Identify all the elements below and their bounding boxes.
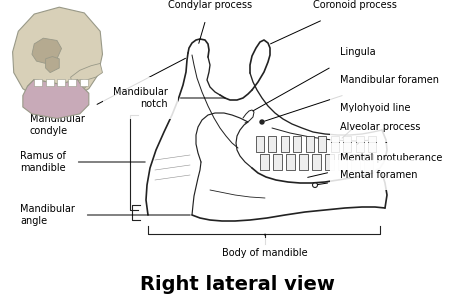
Circle shape	[260, 120, 264, 124]
Bar	[319, 136, 327, 152]
Text: Coronoid process: Coronoid process	[271, 0, 397, 44]
Text: Ramus of
mandible: Ramus of mandible	[20, 151, 145, 173]
Bar	[261, 154, 270, 170]
Bar	[306, 136, 314, 152]
Bar	[293, 136, 301, 152]
Bar	[281, 136, 289, 152]
Bar	[286, 154, 295, 170]
Polygon shape	[46, 56, 59, 72]
Bar	[256, 136, 264, 152]
Text: Body of mandible: Body of mandible	[222, 234, 308, 258]
Bar	[80, 79, 88, 86]
Bar	[57, 79, 65, 86]
Text: Mandibular
condyle: Mandibular condyle	[30, 58, 185, 136]
Bar	[331, 136, 339, 152]
Bar	[273, 154, 283, 170]
Bar	[46, 79, 54, 86]
Bar	[356, 136, 364, 152]
Text: Mylohyoid line: Mylohyoid line	[340, 103, 410, 138]
Text: Mental foramen: Mental foramen	[318, 170, 418, 185]
Text: Mental protuberance: Mental protuberance	[308, 153, 442, 177]
Bar	[300, 154, 309, 170]
Bar	[352, 154, 361, 170]
Text: Mandibular
angle: Mandibular angle	[20, 204, 190, 226]
Text: Alveolar process: Alveolar process	[340, 122, 420, 144]
Bar	[326, 154, 335, 170]
Bar	[338, 154, 347, 170]
Polygon shape	[23, 79, 89, 118]
Text: Mandibular foramen: Mandibular foramen	[264, 75, 439, 121]
Bar	[34, 79, 42, 86]
Text: Right lateral view: Right lateral view	[139, 275, 335, 294]
Text: Mandibular
notch: Mandibular notch	[113, 87, 225, 109]
Polygon shape	[27, 79, 87, 98]
Bar	[68, 79, 76, 86]
Polygon shape	[13, 7, 102, 100]
Bar	[344, 136, 352, 152]
Bar	[312, 154, 321, 170]
Polygon shape	[71, 63, 102, 86]
Bar	[368, 136, 376, 152]
Bar	[365, 154, 374, 170]
Text: Lingula: Lingula	[254, 47, 375, 111]
Bar	[268, 136, 276, 152]
Text: Condylar process: Condylar process	[168, 0, 252, 43]
Polygon shape	[32, 38, 62, 63]
